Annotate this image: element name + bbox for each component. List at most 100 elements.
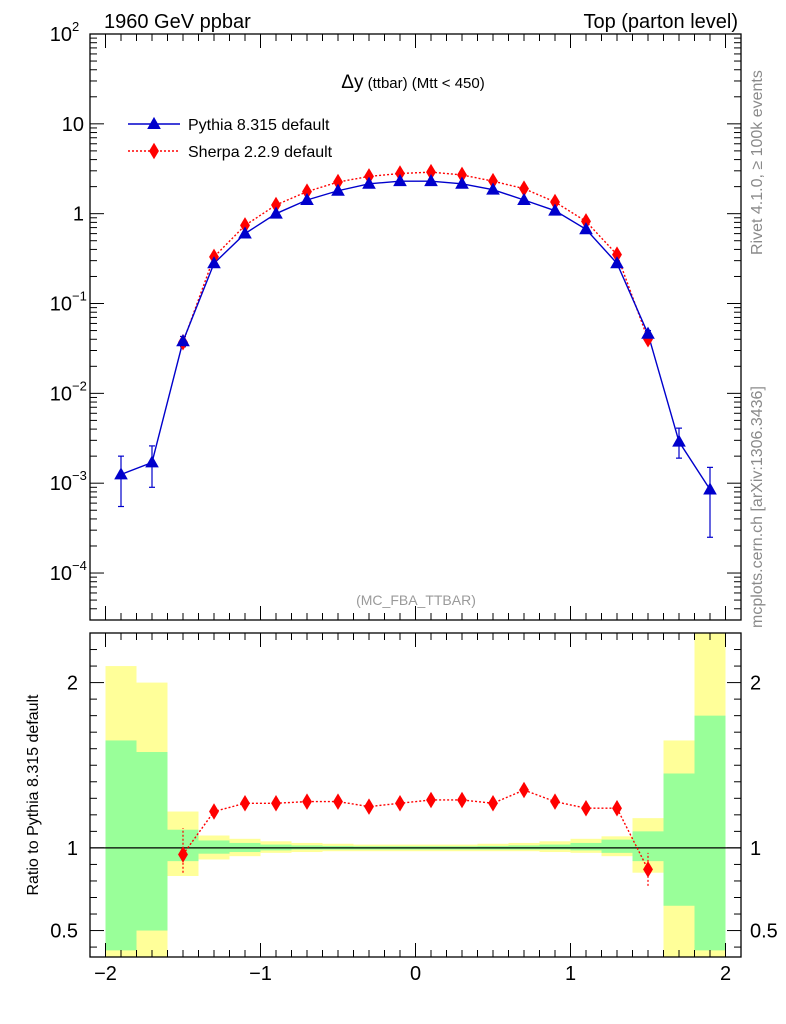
ratio-band-green (198, 840, 230, 854)
ratio-band-green (539, 844, 571, 850)
ratio-series-layer (90, 781, 741, 886)
main-y-tick-label: 10 (50, 473, 72, 495)
pythia-point (300, 192, 314, 205)
main-y-tick-exponent: −4 (72, 558, 87, 573)
ratio-sherpa-point (550, 793, 560, 810)
ratio-sherpa-point (426, 791, 436, 809)
sherpa-point (240, 217, 250, 234)
ratio-axes-layer (89, 632, 742, 958)
ratio-sherpa-point (457, 791, 467, 809)
ratio-plot-panel: 2 2 1 1 0.5 0.5 −2 −1 0 1 2 Ratio to Pythia 8.315 d… (25, 632, 778, 985)
sherpa-point (488, 172, 498, 190)
sherpa-point (426, 163, 436, 181)
pythia-point (114, 467, 128, 480)
ratio-y-axis-label: Ratio to Pythia 8.315 default (25, 694, 42, 896)
legend-pythia-label: Pythia 8.315 default (188, 117, 330, 134)
legend-sherpa-label: Sherpa 2.2.9 default (188, 144, 333, 161)
main-y-tick-exponent: −2 (72, 378, 87, 393)
pythia-point (672, 434, 686, 447)
ratio-band-layer (105, 633, 726, 957)
ratio-plot-frame (89, 632, 742, 958)
ratio-sherpa-point (302, 793, 312, 810)
side-texts: Rivet 4.1.0, ≥ 100k events mcplots.cern.… (749, 70, 766, 628)
ratio-y-tick-label-right: 1 (750, 838, 761, 860)
pythia-point (610, 256, 624, 269)
pythia-point (641, 326, 655, 339)
ratio-y-tick-label-left: 0.5 (50, 921, 78, 943)
side-text-rivet: Rivet 4.1.0, ≥ 100k events (749, 70, 766, 255)
main-y-tick-exponent: −3 (72, 468, 87, 483)
main-y-tick-label: 10 (50, 563, 72, 585)
sherpa-point (271, 196, 281, 214)
sherpa-point (550, 193, 560, 211)
ratio-sherpa-line (182, 789, 649, 870)
ratio-band-green (663, 773, 695, 906)
ratio-sherpa-point (612, 799, 622, 817)
ratio-sherpa-point (333, 793, 343, 810)
main-y-tick-exponent: −1 (72, 289, 87, 304)
sherpa-point (519, 180, 529, 197)
sherpa-point (457, 166, 467, 184)
legend: Pythia 8.315 default Sherpa 2.2.9 default (128, 116, 333, 161)
ratio-sherpa-point (395, 795, 405, 812)
header: 1960 GeV ppbar Top (parton level) (104, 11, 738, 33)
ratio-x-tick-label: 2 (720, 963, 731, 985)
sherpa-point (333, 173, 343, 191)
ratio-sherpa-point (488, 795, 498, 812)
ratio-band-green (570, 842, 602, 851)
ratio-x-tick-label: 0 (410, 963, 421, 985)
header-left: 1960 GeV ppbar (104, 11, 251, 33)
pythia-point (486, 182, 500, 195)
ratio-sherpa-point (643, 861, 653, 878)
ratio-y-tick-label-left: 2 (67, 673, 78, 695)
ratio-text-layer: 2 2 1 1 0.5 0.5 −2 −1 0 1 2 Ratio to Pythia 8.315 d… (25, 673, 778, 985)
pythia-point (207, 256, 221, 269)
main-series-layer (114, 163, 717, 538)
pythia-line (120, 180, 711, 490)
ratio-x-tick-label: −1 (249, 963, 272, 985)
main-y-tick-label: 10 (50, 24, 72, 46)
pythia-point (393, 174, 407, 187)
analysis-label: (MC_FBA_TTBAR) (356, 592, 476, 608)
main-y-tick-label: 10 (50, 383, 72, 405)
header-right: Top (parton level) (583, 11, 738, 33)
main-y-tick-label: 10 (62, 114, 84, 136)
plot-title-text: (ttbar) (Mtt < 450) (363, 75, 484, 92)
sherpa-point (302, 183, 312, 200)
ratio-band-green (601, 839, 633, 853)
ratio-y-tick-label-right: 0.5 (750, 921, 778, 943)
plot-title-symbol: Δy (341, 72, 364, 93)
ratio-sherpa-point (209, 803, 219, 820)
pythia-point (331, 183, 345, 196)
pythia-point (269, 206, 283, 219)
ratio-sherpa-point (519, 781, 529, 799)
pythia-point (548, 203, 562, 216)
pythia-point (424, 174, 438, 187)
sherpa-point (364, 168, 374, 185)
main-y-tick-exponent: 2 (72, 19, 79, 34)
pythia-point (176, 334, 190, 347)
ratio-band-green (136, 752, 168, 931)
sherpa-line (182, 171, 649, 343)
ratio-sherpa-point (581, 799, 591, 817)
ratio-sherpa-point (240, 795, 250, 812)
plot-title: Δy (ttbar) (Mtt < 450) (341, 72, 485, 93)
pythia-point (145, 455, 159, 468)
ratio-sherpa-point (178, 846, 188, 863)
pythia-point (579, 222, 593, 235)
main-axes-layer (89, 33, 742, 621)
pythia-point (455, 176, 469, 189)
pythia-point (517, 192, 531, 205)
legend-sherpa-marker (149, 142, 159, 160)
legend-pythia-marker (147, 116, 161, 129)
ratio-sherpa-point (271, 795, 281, 812)
pythia-point (362, 176, 376, 189)
ratio-x-tick-label: 1 (565, 963, 576, 985)
ratio-y-tick-label-left: 1 (67, 838, 78, 860)
ratio-band-green (694, 715, 726, 951)
pythia-point (703, 482, 717, 495)
sherpa-point (612, 246, 622, 263)
